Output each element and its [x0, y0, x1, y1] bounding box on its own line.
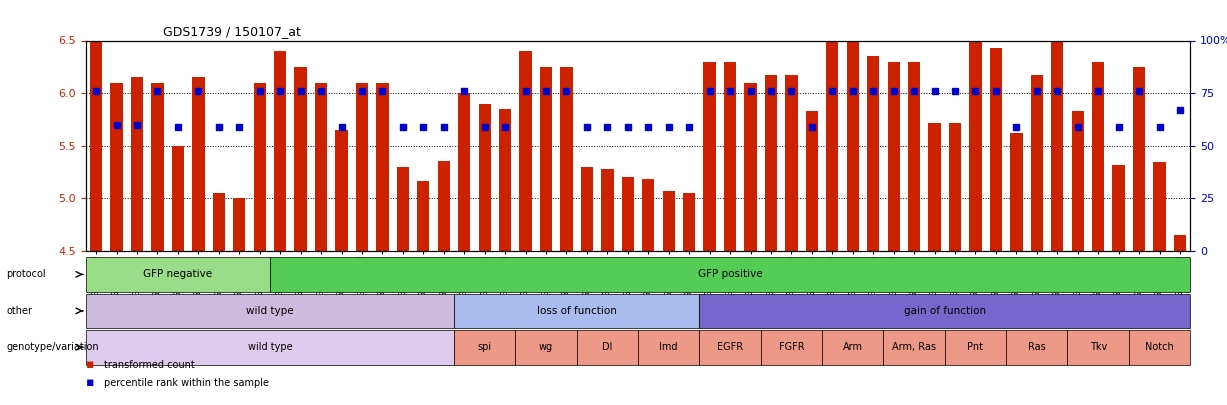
Text: GFP negative: GFP negative [144, 269, 212, 279]
Bar [1071, 111, 1083, 251]
Bar [601, 169, 614, 251]
Text: Pnt: Pnt [967, 342, 984, 352]
Bar [948, 123, 961, 251]
Bar [826, 40, 838, 251]
Bar [580, 167, 593, 251]
Bar [212, 193, 225, 251]
Text: EGFR: EGFR [717, 342, 744, 352]
Bar [274, 51, 286, 251]
Bar [335, 130, 347, 251]
Text: Notch: Notch [1145, 342, 1174, 352]
Bar [540, 67, 552, 251]
Text: other: other [6, 306, 32, 316]
Text: wg: wg [539, 342, 553, 352]
Text: spi: spi [477, 342, 492, 352]
Bar [254, 83, 266, 251]
Text: ▪: ▪ [86, 358, 94, 371]
Bar [785, 75, 798, 251]
Bar [110, 83, 123, 251]
Bar [1010, 133, 1022, 251]
Bar [683, 193, 696, 251]
Bar [499, 109, 512, 251]
Bar [908, 62, 920, 251]
Bar [294, 67, 307, 251]
Bar [764, 75, 777, 251]
Bar [990, 48, 1002, 251]
Bar [1133, 67, 1145, 251]
Text: wild type: wild type [248, 342, 292, 352]
Bar [151, 83, 163, 251]
Bar [1174, 235, 1187, 251]
Bar [745, 83, 757, 251]
Text: FGFR: FGFR [779, 342, 804, 352]
Bar [806, 111, 818, 251]
Bar [622, 177, 634, 251]
Text: Arm: Arm [843, 342, 863, 352]
Text: transformed count: transformed count [104, 360, 195, 369]
Bar [703, 62, 715, 251]
Bar [458, 93, 470, 251]
Bar [642, 179, 654, 251]
Bar [396, 167, 409, 251]
Text: ▪: ▪ [86, 376, 94, 389]
Bar [377, 83, 389, 251]
Bar [1113, 165, 1125, 251]
Text: Ras: Ras [1028, 342, 1045, 352]
Bar [847, 40, 859, 251]
Bar [233, 198, 245, 251]
Text: genotype/variation: genotype/variation [6, 342, 98, 352]
Bar [479, 104, 491, 251]
Bar [1031, 75, 1043, 251]
Text: Dl: Dl [602, 342, 612, 352]
Bar [1153, 162, 1166, 251]
Bar [724, 62, 736, 251]
Text: Arm, Ras: Arm, Ras [892, 342, 936, 352]
Bar [1092, 62, 1104, 251]
Text: wild type: wild type [247, 306, 293, 316]
Bar [131, 77, 144, 251]
Bar [1052, 40, 1064, 251]
Bar [438, 160, 450, 251]
Text: gain of function: gain of function [904, 306, 985, 316]
Bar [193, 77, 205, 251]
Text: GFP positive: GFP positive [698, 269, 762, 279]
Bar [929, 123, 941, 251]
Bar [356, 83, 368, 251]
Text: percentile rank within the sample: percentile rank within the sample [104, 378, 269, 388]
Bar [867, 56, 880, 251]
Bar [417, 181, 429, 251]
Text: GDS1739 / 150107_at: GDS1739 / 150107_at [163, 25, 301, 38]
Bar [561, 67, 573, 251]
Bar [969, 40, 982, 251]
Text: Tkv: Tkv [1090, 342, 1107, 352]
Bar [887, 62, 899, 251]
Bar [172, 146, 184, 251]
Text: loss of function: loss of function [536, 306, 617, 316]
Bar [663, 191, 675, 251]
Bar [90, 40, 102, 251]
Bar [519, 51, 531, 251]
Text: protocol: protocol [6, 269, 45, 279]
Text: Imd: Imd [659, 342, 679, 352]
Bar [315, 83, 328, 251]
